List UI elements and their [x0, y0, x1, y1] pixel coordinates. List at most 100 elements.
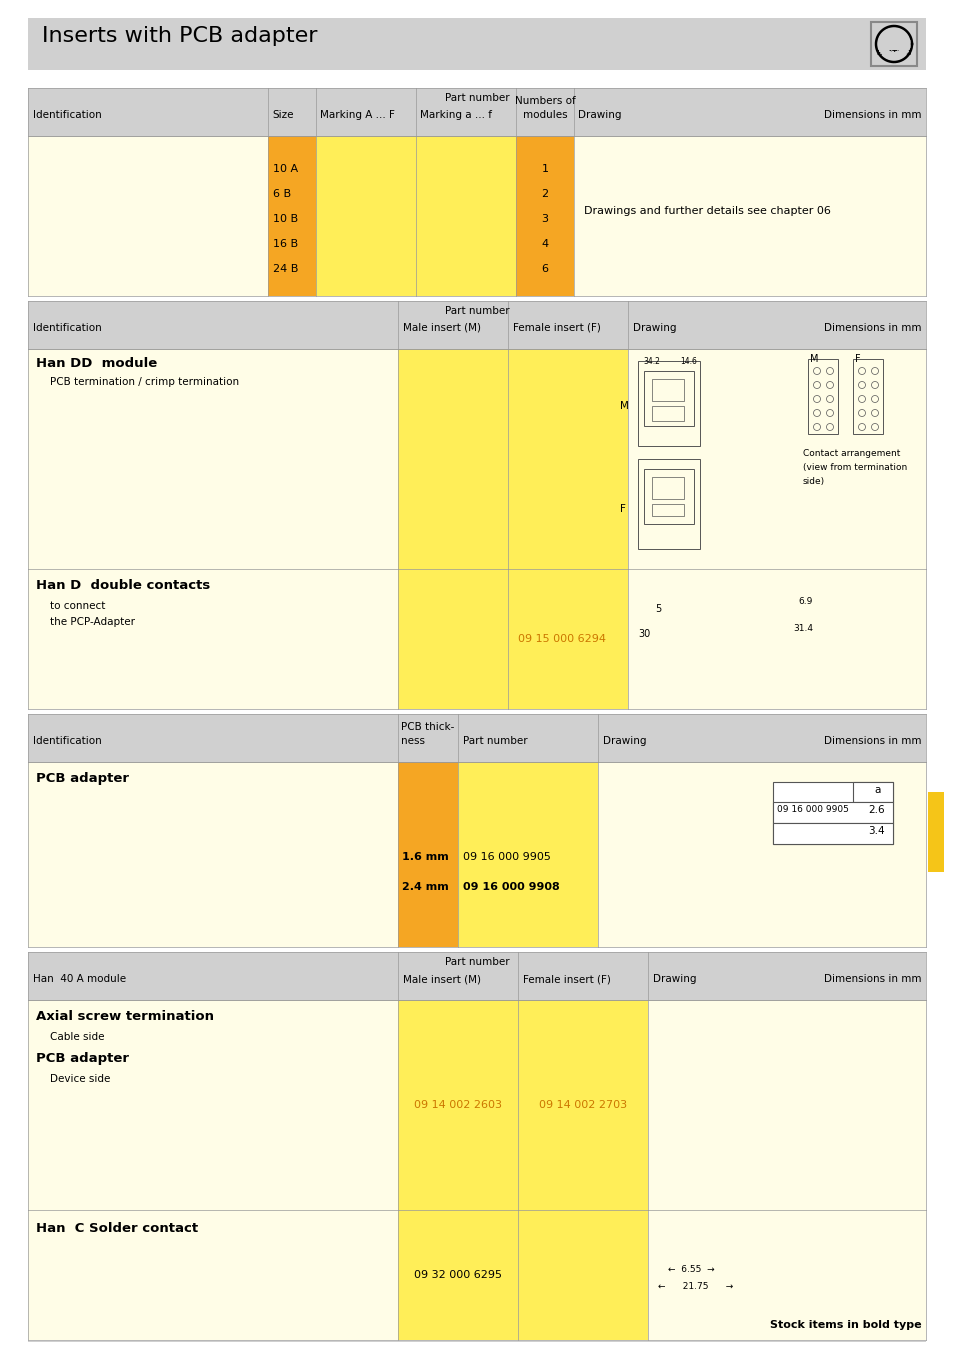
Bar	[397, 568, 507, 709]
Text: Han DD  module: Han DD module	[36, 356, 157, 370]
Circle shape	[871, 424, 878, 431]
Circle shape	[825, 396, 833, 402]
Bar	[870, 22, 916, 66]
Text: 09 15 000 6294: 09 15 000 6294	[517, 634, 605, 644]
Circle shape	[813, 409, 820, 417]
Text: Drawing: Drawing	[633, 323, 676, 333]
Text: the PCP-Adapter: the PCP-Adapter	[50, 617, 135, 626]
Text: Dimensions in mm: Dimensions in mm	[823, 323, 921, 333]
Bar	[315, 136, 416, 296]
Circle shape	[825, 409, 833, 417]
Text: Identification: Identification	[33, 736, 102, 747]
Bar	[852, 782, 892, 802]
Text: Stock items in bold type: Stock items in bold type	[770, 1320, 921, 1330]
Text: PCB adapter: PCB adapter	[36, 772, 129, 784]
Bar	[28, 88, 925, 136]
Text: ness: ness	[400, 736, 424, 747]
Bar	[397, 761, 457, 946]
Text: Drawing: Drawing	[602, 736, 646, 747]
Bar	[516, 136, 574, 296]
Bar	[651, 477, 683, 500]
Text: F: F	[619, 504, 625, 514]
Circle shape	[858, 424, 864, 431]
Text: ←      21.75      →: ← 21.75 →	[658, 1282, 733, 1291]
Text: Cable side: Cable side	[50, 1031, 105, 1042]
Text: 4: 4	[541, 239, 548, 248]
Bar	[507, 350, 627, 568]
Text: 09 16 000 9905: 09 16 000 9905	[462, 852, 550, 863]
Text: Part number: Part number	[444, 306, 509, 316]
Text: Han  C Solder contact: Han C Solder contact	[36, 1222, 198, 1235]
Text: 3.4: 3.4	[867, 826, 884, 836]
Text: Marking a ... f: Marking a ... f	[419, 109, 492, 120]
Text: a: a	[874, 784, 881, 795]
Bar	[627, 350, 925, 568]
Bar	[638, 360, 700, 446]
Text: 34.2: 34.2	[642, 356, 659, 366]
Text: HARTING: HARTING	[875, 50, 910, 55]
Text: 2.4 mm: 2.4 mm	[401, 882, 448, 892]
Text: Part number: Part number	[462, 736, 527, 747]
Text: Dimensions in mm: Dimensions in mm	[823, 109, 921, 120]
Bar	[268, 136, 315, 296]
Circle shape	[871, 367, 878, 374]
Text: Drawing: Drawing	[578, 109, 620, 120]
Text: PCB termination / crimp termination: PCB termination / crimp termination	[50, 377, 239, 387]
Bar	[647, 1210, 925, 1341]
Bar	[517, 1210, 647, 1341]
Circle shape	[858, 382, 864, 389]
Bar	[807, 359, 837, 433]
Bar	[416, 136, 516, 296]
Bar	[647, 1000, 925, 1210]
Text: 30: 30	[638, 629, 650, 639]
Bar	[28, 714, 925, 761]
Text: 14.6: 14.6	[679, 356, 696, 366]
Text: Part number: Part number	[444, 957, 509, 967]
Bar	[643, 371, 693, 427]
Bar	[638, 459, 700, 549]
Text: to connect: to connect	[50, 601, 105, 612]
Circle shape	[871, 396, 878, 402]
Circle shape	[871, 382, 878, 389]
Text: 24 B: 24 B	[273, 265, 298, 274]
Text: 10 A: 10 A	[273, 163, 297, 174]
Text: 09 14 002 2703: 09 14 002 2703	[538, 1100, 626, 1110]
Text: Part number: Part number	[444, 93, 509, 103]
Text: M: M	[619, 401, 628, 410]
Text: 09 14 002 2603: 09 14 002 2603	[414, 1100, 501, 1110]
Bar	[28, 350, 397, 568]
Text: 09 16 000 9908: 09 16 000 9908	[462, 882, 559, 892]
Text: Axial screw termination: Axial screw termination	[36, 1010, 213, 1023]
Bar	[28, 18, 925, 70]
Text: PCB adapter: PCB adapter	[36, 1052, 129, 1065]
Bar	[397, 350, 507, 568]
Bar	[651, 406, 683, 421]
Text: PCB thick-: PCB thick-	[400, 722, 454, 732]
Bar	[643, 468, 693, 524]
Text: 6 B: 6 B	[273, 189, 291, 198]
Bar	[457, 761, 598, 946]
Text: 3: 3	[541, 215, 548, 224]
Text: Male insert (M): Male insert (M)	[402, 973, 480, 984]
Text: Male insert (M): Male insert (M)	[402, 323, 480, 333]
Circle shape	[825, 367, 833, 374]
Bar	[28, 568, 397, 709]
Text: Dimensions in mm: Dimensions in mm	[823, 973, 921, 984]
Text: F: F	[854, 354, 860, 364]
Text: Numbers of: Numbers of	[514, 96, 575, 107]
Bar	[28, 952, 925, 1000]
Circle shape	[858, 396, 864, 402]
Text: 1.6 mm: 1.6 mm	[401, 852, 448, 863]
Text: 31.4: 31.4	[792, 624, 812, 633]
Circle shape	[813, 367, 820, 374]
Text: 09 16 000 9905: 09 16 000 9905	[776, 805, 848, 814]
Text: 16 B: 16 B	[273, 239, 297, 248]
Text: Female insert (F): Female insert (F)	[522, 973, 610, 984]
Text: Identification: Identification	[33, 109, 102, 120]
Bar	[574, 136, 925, 296]
Circle shape	[813, 424, 820, 431]
Text: Han D  double contacts: Han D double contacts	[36, 579, 210, 593]
Text: Contact arrangement: Contact arrangement	[802, 450, 900, 458]
Bar	[507, 568, 627, 709]
Bar	[517, 1000, 647, 1210]
